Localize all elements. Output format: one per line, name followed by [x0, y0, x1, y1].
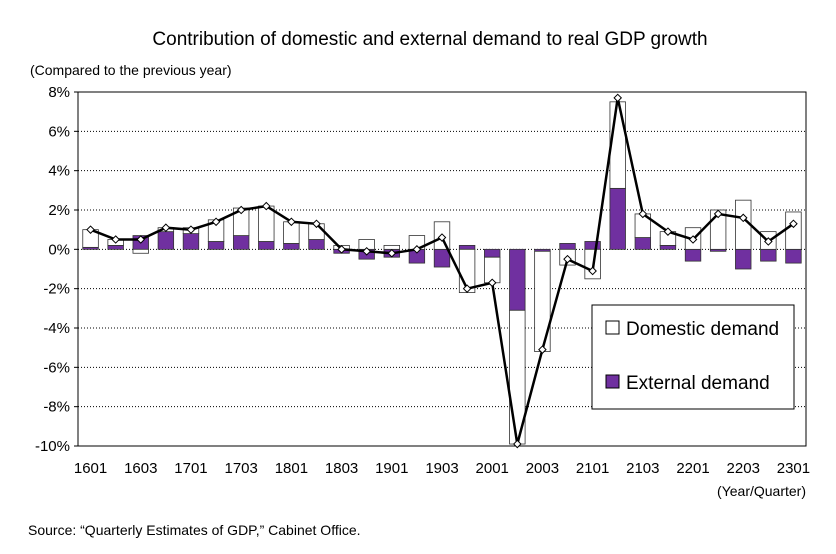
bar-external: [609, 187, 626, 250]
gdp-marker: [236, 205, 246, 215]
x-tick-label: 1903: [425, 460, 458, 477]
chart-title: Contribution of domestic and external de…: [152, 29, 707, 50]
y-tick-label: -6%: [43, 359, 70, 376]
y-tick-label: -8%: [43, 399, 70, 416]
bar-external: [458, 244, 476, 250]
gdp-marker: [688, 235, 698, 244]
x-tick-label: 2103: [626, 460, 659, 477]
gdp-marker: [362, 246, 371, 256]
gdp-marker: [563, 254, 572, 264]
legend-label-domestic: Domestic demand: [626, 319, 779, 340]
x-tick-label: 1701: [174, 460, 207, 477]
y-tick-label: 8%: [48, 84, 70, 101]
legend: Domestic demand External demand: [591, 304, 795, 410]
gdp-marker: [713, 209, 723, 219]
bar-domestic: [132, 248, 149, 254]
bar-external: [584, 241, 601, 250]
gdp-marker: [613, 93, 623, 103]
bar-external: [735, 248, 752, 270]
bar-external: [207, 241, 225, 250]
bar-external: [684, 248, 702, 262]
gdp-marker: [211, 217, 221, 227]
x-tick-label: 2203: [727, 460, 760, 477]
bar-domestic: [534, 250, 551, 353]
gdp-marker: [412, 245, 422, 254]
x-axis-label: (Year/Quarter): [717, 483, 806, 499]
bar-external: [484, 248, 501, 258]
y-tick-label: -4%: [43, 320, 70, 337]
legend-box: [591, 304, 795, 410]
bar-domestic: [258, 205, 275, 242]
gdp-marker: [663, 227, 673, 236]
gdp-marker: [387, 248, 397, 258]
gdp-marker: [538, 345, 547, 354]
bar-domestic: [609, 101, 626, 189]
gdp-marker: [312, 219, 321, 229]
bar-external: [107, 244, 124, 250]
x-tick-label: 1803: [325, 460, 358, 477]
gdp-marker: [111, 235, 120, 244]
bar-external: [283, 243, 300, 250]
gdp-marker: [261, 201, 271, 211]
y-tick-label: 6%: [48, 123, 70, 140]
y-tick-label: 4%: [48, 163, 70, 180]
x-axis-ticks: 1601 1603 1701 1703 1801 1803 1901 1903 2001 2003…: [74, 460, 810, 477]
gdp-marker: [86, 225, 95, 234]
gdp-marker: [487, 278, 497, 288]
gdp-marker: [462, 284, 472, 293]
y-axis-ticks: 8% 6% 4% 2% 0% -2% -4% -6% -8% -10%: [35, 84, 78, 455]
bar-domestic: [785, 211, 802, 250]
bar-external: [509, 248, 526, 311]
bar-external: [232, 235, 250, 250]
x-tick-label: 1603: [124, 460, 157, 477]
plot-area: [77, 91, 807, 447]
legend-swatch-domestic: [605, 320, 620, 335]
bar-external: [308, 239, 325, 250]
bar-external: [433, 248, 451, 268]
x-tick-label: 2301: [777, 460, 810, 477]
gdp-growth-line: [86, 93, 798, 449]
gdp-marker: [337, 245, 346, 254]
gdp-marker: [588, 266, 597, 276]
gdp-marker: [186, 225, 196, 234]
legend-label-external: External demand: [626, 373, 770, 394]
gdp-marker: [789, 219, 798, 229]
x-tick-label: 2001: [476, 460, 509, 477]
source-note: Source: “Quarterly Estimates of GDP,” Ca…: [28, 522, 361, 538]
gdp-marker: [136, 235, 146, 244]
bar-external: [258, 241, 275, 250]
gdp-marker: [437, 233, 447, 242]
x-tick-label: 1703: [224, 460, 257, 477]
gdp-marker: [738, 213, 748, 223]
bar-domestic: [383, 244, 400, 250]
bar-external: [182, 233, 200, 250]
x-tick-label: 1801: [275, 460, 308, 477]
gdp-marker: [638, 209, 648, 219]
bar-external: [559, 243, 576, 250]
gdp-marker: [161, 223, 171, 233]
gdp-marker: [513, 439, 522, 449]
x-tick-label: 1901: [375, 460, 408, 477]
gdp-marker: [287, 217, 296, 227]
chart-subtitle: (Compared to the previous year): [30, 62, 232, 78]
x-tick-label: 2201: [676, 460, 709, 477]
bar-external: [760, 248, 777, 262]
bar-external: [157, 231, 175, 250]
legend-swatch-external: [605, 374, 620, 389]
x-tick-label: 2003: [526, 460, 559, 477]
gdp-marker: [764, 237, 773, 246]
x-tick-label: 2101: [576, 460, 609, 477]
y-tick-label: 2%: [48, 202, 70, 219]
bar-external: [785, 248, 802, 264]
bar-external: [659, 244, 677, 250]
y-tick-label: 0%: [48, 241, 70, 258]
bar-external: [634, 237, 652, 250]
y-tick-label: -2%: [43, 281, 70, 298]
y-tick-label: -10%: [35, 438, 70, 455]
x-tick-label: 1601: [74, 460, 107, 477]
